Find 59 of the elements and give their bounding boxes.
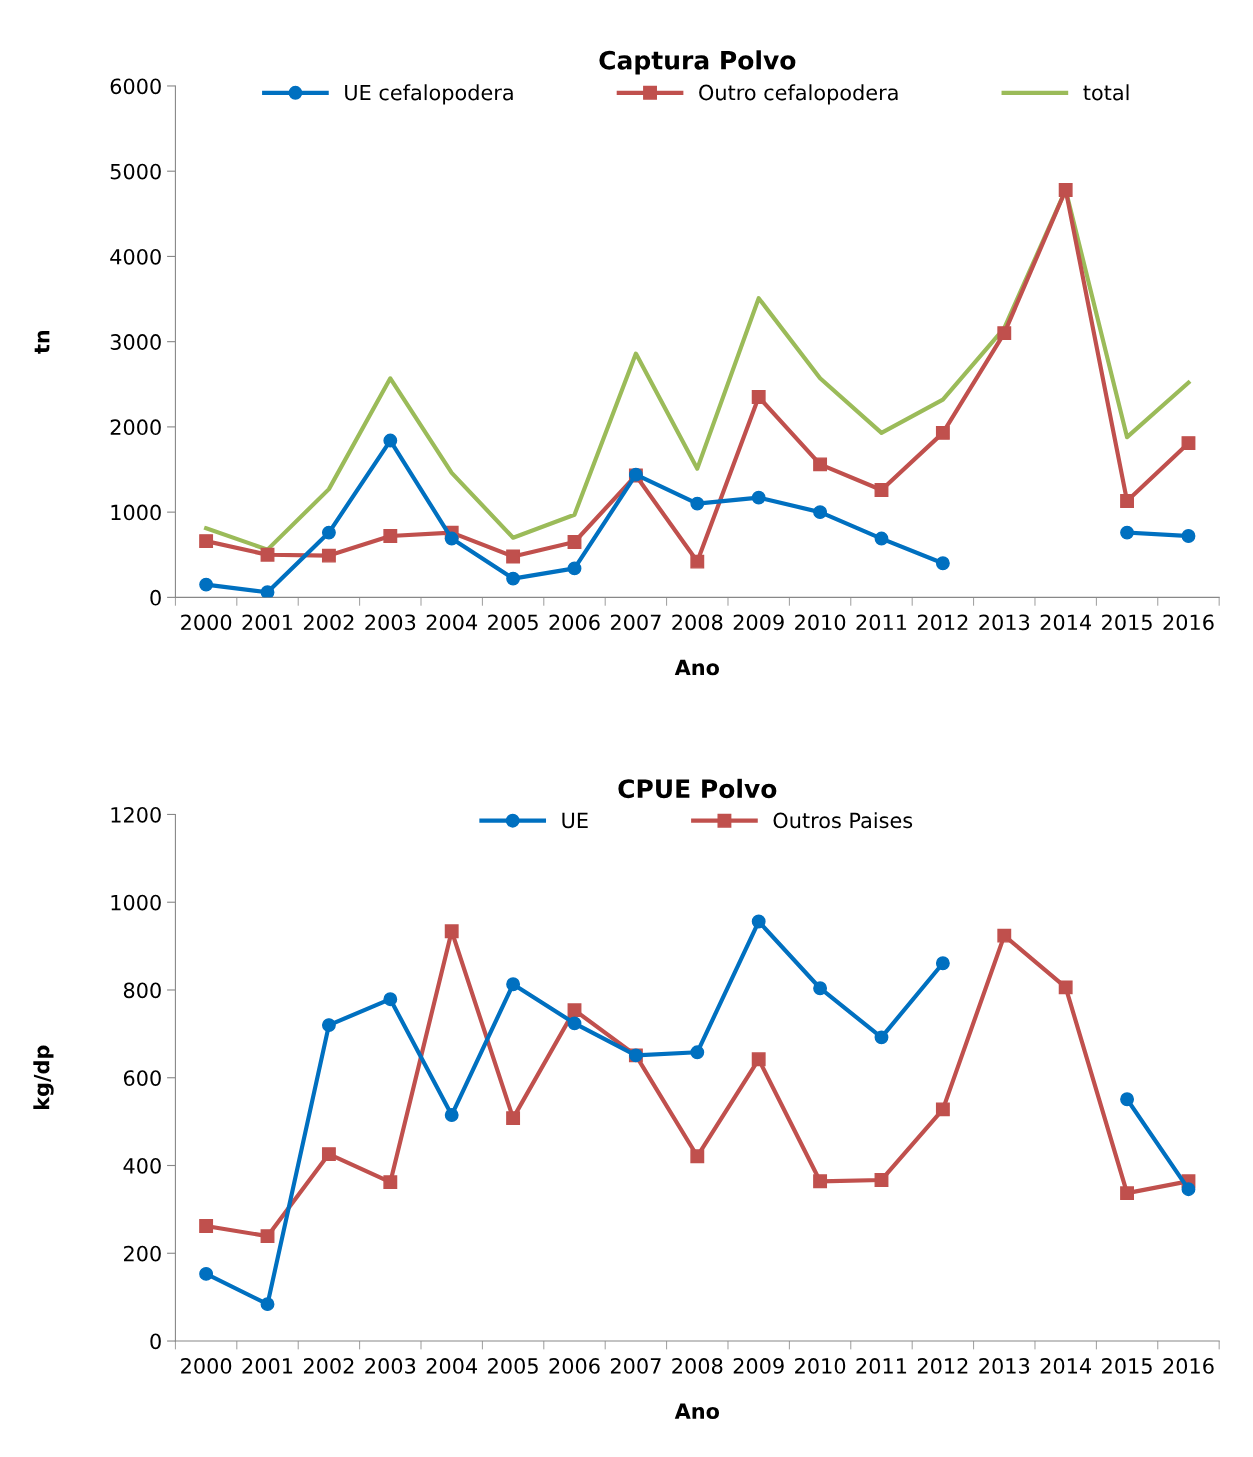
x-tick-label: 2015 bbox=[1102, 614, 1152, 631]
y-tick-label: 600 bbox=[123, 1070, 161, 1086]
y-tick-label: 6000 bbox=[110, 78, 161, 95]
y-tick-label: 5000 bbox=[110, 163, 161, 180]
x-tick-label: 2007 bbox=[610, 1358, 661, 1374]
x-tick-label: 2014 bbox=[1040, 614, 1092, 631]
y-tick-label: 1000 bbox=[111, 504, 161, 521]
y-tick-label: 1200 bbox=[111, 806, 161, 823]
y-tick-label: 400 bbox=[123, 1157, 161, 1174]
x-tick-label: 2015 bbox=[1102, 1358, 1152, 1374]
x-tick-label: 2011 bbox=[856, 1358, 907, 1374]
x-tick-label: 2012 bbox=[917, 1358, 968, 1374]
x-tick-label: 2008 bbox=[672, 614, 723, 631]
y-tick-label: 2000 bbox=[110, 419, 161, 436]
x-tick-label: 2004 bbox=[426, 614, 478, 631]
y-axis-title: tn bbox=[34, 330, 50, 354]
y-tick-label: 4000 bbox=[110, 248, 161, 265]
y-tick-label: 1000 bbox=[111, 894, 161, 911]
chart-title: Captura Polvo bbox=[599, 50, 796, 75]
x-tick-label: 2005 bbox=[488, 614, 538, 631]
x-tick-label: 2011 bbox=[856, 614, 907, 631]
x-tick-label: 2002 bbox=[303, 614, 354, 631]
legend-label: total bbox=[1083, 84, 1129, 101]
x-tick-label: 2005 bbox=[488, 1358, 538, 1374]
x-tick-label: 2001 bbox=[242, 614, 293, 631]
x-tick-label: 2014 bbox=[1040, 1358, 1092, 1374]
x-tick-label: 2010 bbox=[795, 614, 846, 631]
x-axis-title: Ano bbox=[674, 659, 720, 676]
y-tick-label: 0 bbox=[150, 1333, 161, 1350]
x-tick-label: 2003 bbox=[365, 614, 416, 631]
x-tick-label: 2003 bbox=[365, 1358, 416, 1374]
y-axis-title: kg/dp bbox=[33, 1045, 54, 1110]
x-tick-label: 2007 bbox=[610, 614, 661, 631]
x-tick-label: 2012 bbox=[917, 614, 968, 631]
x-axis-title: Ano bbox=[674, 1403, 720, 1419]
x-tick-label: 2008 bbox=[672, 1358, 723, 1374]
x-tick-label: 2006 bbox=[549, 1358, 600, 1374]
x-tick-label: 2000 bbox=[181, 1358, 232, 1374]
x-tick-label: 2016 bbox=[1163, 1358, 1214, 1374]
x-tick-label: 2010 bbox=[795, 1358, 846, 1374]
x-tick-label: 2016 bbox=[1163, 614, 1214, 631]
legend-label: Outro cefalopodera bbox=[699, 84, 898, 105]
y-tick-label: 3000 bbox=[110, 334, 161, 350]
x-tick-label: 2009 bbox=[733, 614, 784, 631]
legend-label: UE bbox=[562, 812, 588, 829]
x-tick-label: 2001 bbox=[242, 1358, 293, 1374]
legend-label: Outros Paises bbox=[773, 812, 913, 829]
x-tick-label: 2000 bbox=[181, 614, 232, 631]
x-tick-label: 2013 bbox=[979, 614, 1030, 631]
x-tick-label: 2006 bbox=[549, 614, 600, 631]
x-tick-label: 2002 bbox=[303, 1358, 354, 1374]
x-tick-label: 2013 bbox=[979, 1358, 1030, 1374]
y-tick-label: 200 bbox=[123, 1245, 161, 1262]
x-tick-label: 2004 bbox=[426, 1358, 478, 1374]
y-tick-label: 0 bbox=[150, 589, 161, 606]
legend-label: UE cefalopodera bbox=[345, 84, 513, 105]
y-tick-label: 800 bbox=[123, 982, 161, 999]
x-tick-label: 2009 bbox=[733, 1358, 784, 1374]
chart-title: CPUE Polvo bbox=[618, 778, 777, 799]
